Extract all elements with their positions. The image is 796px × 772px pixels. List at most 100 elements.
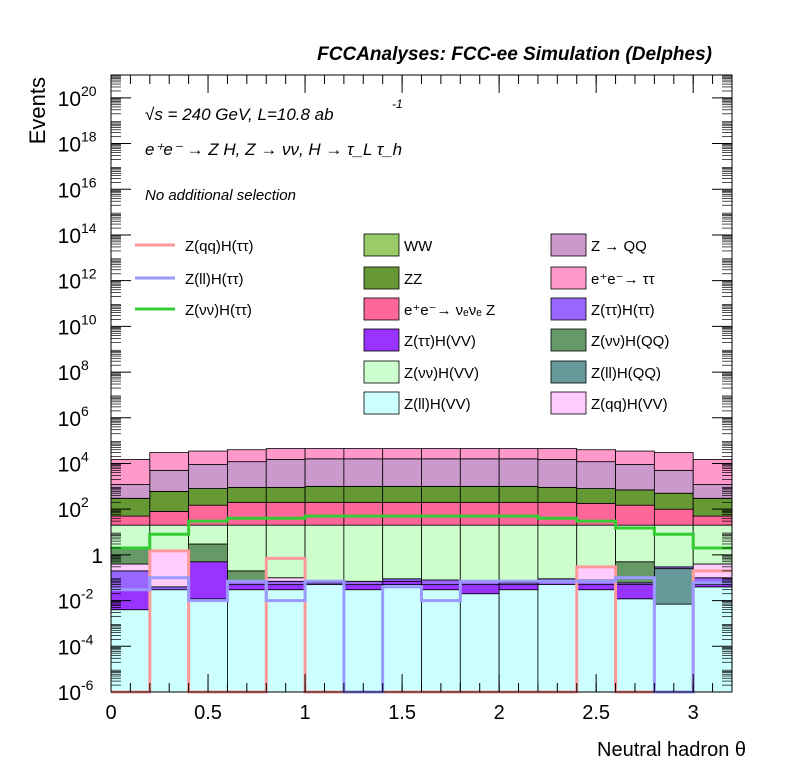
legend-swatch [363, 297, 400, 321]
y-tick-label: 10 [58, 179, 81, 202]
signal-line [111, 576, 732, 694]
bar-bin [537, 501, 578, 526]
legend-swatch [363, 266, 400, 290]
bar-bin [149, 550, 190, 588]
stack-Z(νν)H(VV) [110, 524, 733, 584]
legend-label: WW [404, 238, 433, 255]
y-tick-label: 10 [58, 88, 81, 111]
bar-bin [615, 524, 655, 563]
y-tick-exp: 10 [81, 311, 97, 327]
y-tick-exp: 16 [81, 174, 97, 190]
legend-label: ZZ [404, 271, 422, 288]
bar-bin [692, 524, 733, 565]
bar-bin [692, 515, 733, 526]
x-tick-label: 2.5 [582, 702, 610, 724]
x-tick-label: 2 [494, 702, 505, 724]
bar-bin [459, 524, 500, 582]
bar-bin [382, 448, 422, 460]
bar-bin [576, 584, 616, 591]
bar-bin [653, 603, 694, 693]
bar-bin [498, 458, 539, 487]
bar-bin [304, 458, 345, 487]
y-tick-label: 10 [58, 271, 81, 294]
legend-swatch [550, 391, 587, 415]
legend-line-label: Z(qq)H(ττ) [185, 238, 254, 255]
bar-bin [653, 469, 694, 494]
bar-bin [227, 449, 267, 463]
bar-bin [227, 486, 267, 503]
bar-bin [382, 580, 422, 586]
bar-bin [382, 485, 422, 503]
bar-bin [459, 458, 500, 487]
y-tick-label: 10 [58, 134, 81, 157]
chart-title: FCCAnalyses: FCC-ee Simulation (Delphes) [317, 44, 712, 65]
y-tick-label: 1 [91, 545, 103, 568]
legend-label: Z(νν)H(VV) [404, 365, 479, 382]
legend-label: Z → QQ [591, 238, 647, 255]
bar-bin [110, 563, 151, 572]
bar-bin [653, 508, 694, 526]
bar-bin [265, 584, 306, 591]
energy-exponent: -1 [392, 97, 403, 111]
bar-bin [653, 524, 694, 568]
y-tick-label: 10 [58, 499, 81, 522]
bar-bin [498, 589, 539, 693]
bar-bin [343, 485, 384, 503]
signal-line [111, 514, 732, 550]
bar-bin [615, 561, 655, 584]
bar-bin [304, 584, 345, 693]
bar-bin [615, 598, 655, 693]
annotations: √s = 240 GeV, L=10.8 ab -1 e⁺e⁻ → Z H, Z… [145, 97, 403, 204]
legend-line-label: Z(ll)H(ττ) [185, 271, 244, 288]
y-tick-label: 10 [58, 591, 81, 614]
bar-bin [227, 589, 267, 693]
bar-bin [110, 609, 151, 693]
bar-bin [265, 589, 306, 693]
legend-swatch [363, 328, 400, 352]
legend: Z(qq)H(ττ) Z(ll)H(ττ) Z(νν)H(ττ) WW ZZ e⁺e⁻→ … [135, 233, 669, 415]
bar-bin [421, 589, 461, 693]
bar-bin [653, 568, 694, 605]
bar-bin [692, 497, 733, 517]
bar-bin [188, 488, 228, 506]
bar-bin [304, 485, 345, 503]
plot-area [110, 448, 733, 694]
process-label: e⁺e⁻ → Z H, Z → νν, H → τ_L τ_h [145, 140, 402, 159]
bar-bin [265, 448, 306, 460]
bar-bin [110, 515, 151, 526]
y-tick-exp: 18 [81, 129, 97, 145]
y-tick-label: 10 [58, 362, 81, 385]
legend-label: Z(ll)H(VV) [404, 396, 471, 413]
bar-bin [615, 489, 655, 506]
bar-bin [421, 584, 461, 591]
bar-bin [188, 561, 228, 600]
bar-bin [265, 524, 306, 579]
bar-bin [149, 586, 190, 591]
x-tick-label: 0 [105, 702, 116, 724]
legend-swatch [550, 266, 587, 290]
legend-swatch [550, 297, 587, 321]
legend-label: e⁺e⁻→ νₑνₑ Z [404, 302, 495, 319]
bar-bin [188, 524, 228, 545]
bar-bin [615, 464, 655, 491]
bar-bin [149, 589, 190, 693]
stack-Z(ll)H(VV) [110, 584, 733, 693]
bar-bin [227, 584, 267, 591]
bar-bin [537, 486, 578, 503]
legend-swatch [363, 360, 400, 384]
bar-bin [537, 524, 578, 580]
y-axis-label: Events [25, 77, 50, 144]
bar-bin [615, 584, 655, 600]
bar-bin [265, 486, 306, 503]
bar-bin [227, 524, 267, 572]
bar-bin [459, 584, 500, 595]
y-tick-exp: 2 [81, 494, 89, 510]
y-tick-label: 10 [58, 408, 81, 431]
stack-ZZ [110, 485, 733, 517]
legend-swatch [363, 391, 400, 415]
bar-bin [265, 580, 306, 586]
bar-bin [110, 524, 151, 549]
y-tick-exp: -6 [81, 677, 94, 693]
